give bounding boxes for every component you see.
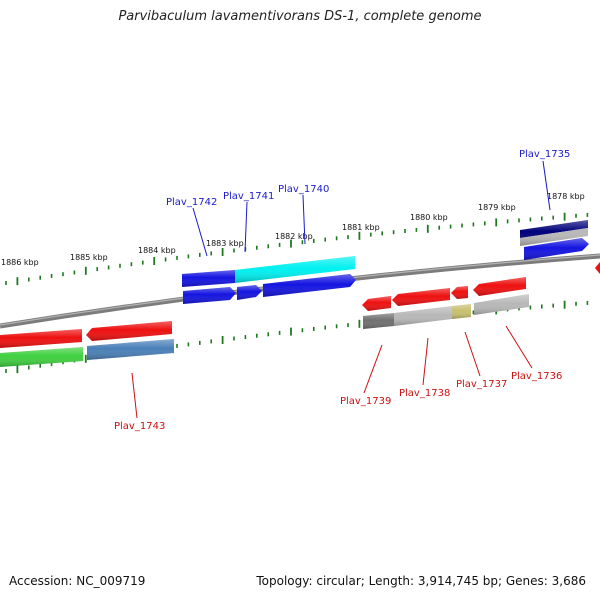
genome-title: Parvibaculum lavamentivorans DS-1, compl… (118, 9, 482, 24)
gene-plav-1736[interactable] (473, 277, 526, 296)
kbp-label: 1884 kbp (138, 246, 176, 255)
gene-plav-1737[interactable] (451, 286, 468, 299)
forward-genes[interactable] (182, 220, 589, 304)
gene-label-plav-1742[interactable]: Plav_1742 (166, 197, 217, 208)
gene-label-plav-1739[interactable]: Plav_1739 (340, 396, 391, 407)
kbp-label: 1882 kbp (275, 232, 313, 241)
reverse-genes[interactable] (0, 262, 600, 367)
gene-plav-1736-lower[interactable] (474, 294, 529, 315)
gene-label-plav-1737[interactable]: Plav_1737 (456, 379, 507, 390)
gene-plav-1737-lower[interactable] (452, 304, 471, 319)
gene-label-plav-1735[interactable]: Plav_1735 (519, 149, 570, 160)
kbp-label: 1880 kbp (410, 213, 448, 222)
kbp-label: 1883 kbp (206, 239, 244, 248)
kbp-scale: 1886 kbp 1885 kbp 1884 kbp 1883 kbp 1882… (1, 192, 585, 267)
gene-plav-1742-upper[interactable] (182, 270, 235, 287)
kbp-label: 1881 kbp (342, 223, 380, 232)
gene-plav-1743-upper[interactable] (86, 321, 172, 341)
kbp-label: 1879 kbp (478, 203, 516, 212)
gene-plav-1743[interactable] (87, 339, 174, 360)
leader-lines (131, 160, 551, 419)
gene-plav-1738[interactable] (392, 288, 450, 306)
gene-reverse-left[interactable] (0, 329, 82, 348)
forward-ticks (5, 212, 589, 286)
gene-label-plav-1741[interactable]: Plav_1741 (223, 191, 274, 202)
gene-label-plav-1743[interactable]: Plav_1743 (114, 421, 165, 432)
gene-plav-1738-lower[interactable] (394, 306, 452, 326)
gene-plav-1739-lower[interactable] (363, 313, 394, 329)
kbp-label: 1878 kbp (547, 192, 585, 201)
gene-plav-1742[interactable] (183, 287, 236, 304)
gene-plav-1741-upper[interactable] (235, 256, 355, 283)
accession-text: Accession: NC_009719 (9, 574, 146, 588)
gene-plav-1741[interactable] (237, 285, 262, 300)
gene-labels: Plav_1742 Plav_1741 Plav_1740 Plav_1735 … (114, 149, 570, 432)
kbp-label: 1886 kbp (1, 258, 39, 267)
gene-label-plav-1740[interactable]: Plav_1740 (278, 184, 329, 195)
gene-plav-1740[interactable] (263, 274, 356, 297)
kbp-label: 1885 kbp (70, 253, 108, 262)
gene-green[interactable] (0, 347, 83, 367)
gene-label-plav-1736[interactable]: Plav_1736 (511, 371, 562, 382)
gene-plav-1735[interactable] (520, 220, 588, 246)
genome-summary: Topology: circular; Length: 3,914,745 bp… (256, 574, 586, 588)
gene-right-edge[interactable] (595, 262, 600, 274)
gene-forward-right[interactable] (524, 238, 589, 260)
gene-label-plav-1738[interactable]: Plav_1738 (399, 388, 450, 399)
gene-plav-1739[interactable] (362, 296, 391, 311)
